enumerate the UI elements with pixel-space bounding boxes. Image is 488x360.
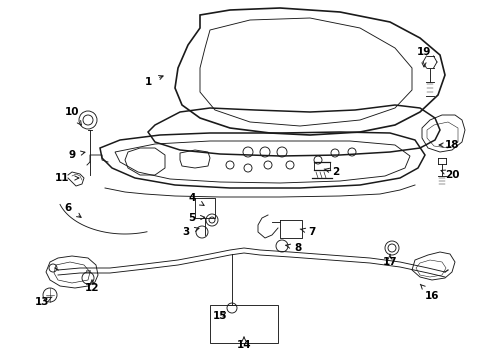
Text: 2: 2 — [324, 167, 339, 177]
Text: 14: 14 — [236, 337, 251, 350]
Text: 7: 7 — [300, 227, 315, 237]
Text: 17: 17 — [382, 254, 397, 267]
Text: 12: 12 — [84, 280, 99, 293]
Text: 13: 13 — [35, 297, 52, 307]
Text: 4: 4 — [188, 193, 203, 206]
Text: 5: 5 — [188, 213, 204, 223]
Text: 6: 6 — [64, 203, 81, 217]
Text: 10: 10 — [64, 107, 81, 125]
Text: 3: 3 — [182, 227, 199, 237]
Text: 16: 16 — [419, 284, 438, 301]
Text: 15: 15 — [212, 311, 227, 321]
Text: 1: 1 — [144, 76, 163, 87]
Text: 20: 20 — [440, 170, 458, 180]
Text: 18: 18 — [438, 140, 458, 150]
Text: 19: 19 — [416, 47, 430, 67]
Text: 8: 8 — [285, 243, 301, 253]
Text: 11: 11 — [55, 173, 79, 183]
Text: 9: 9 — [68, 150, 85, 160]
